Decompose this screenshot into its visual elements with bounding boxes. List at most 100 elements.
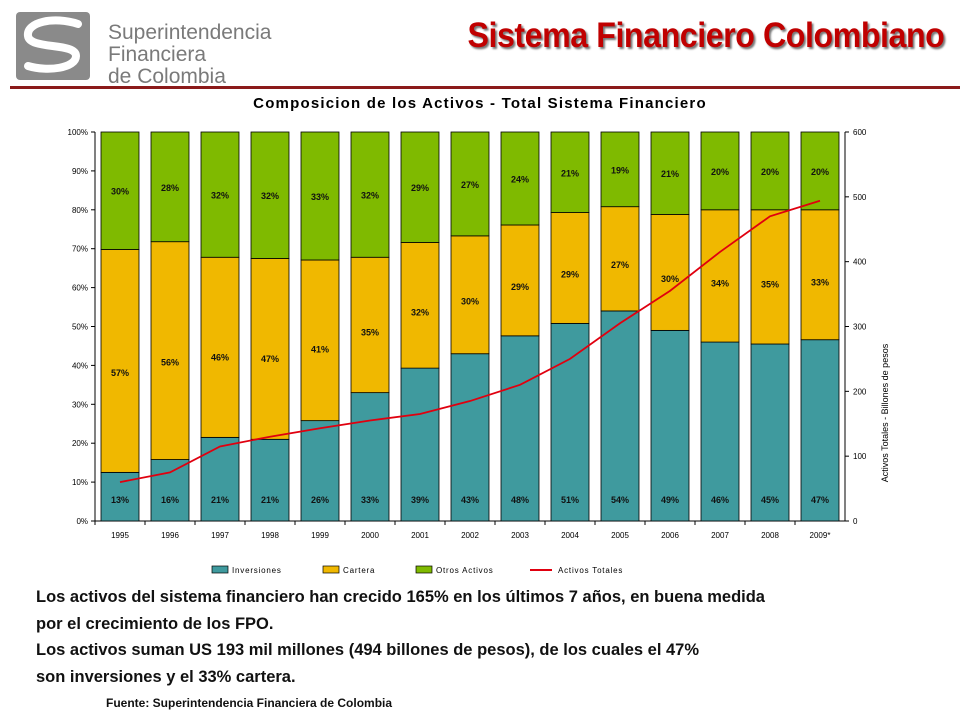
x-tick-label: 1995 [111,531,129,540]
bar-segment-cartera [550,212,590,324]
data-label: 30% [111,187,129,197]
bar-segment-otros-activos [700,131,740,211]
data-label: 32% [361,191,379,201]
right-tick-label: 500 [853,193,867,202]
data-label: 28% [161,183,179,193]
data-label: 29% [411,183,429,193]
data-label: 41% [311,344,329,354]
right-axis-label: Activos Totales - Billones de pesos [880,343,890,482]
left-tick-label: 50% [72,323,88,332]
data-label: 27% [461,180,479,190]
bar-segment-cartera [500,224,540,337]
bar-segment-otros-activos [250,131,290,259]
legend-label: Activos Totales [558,566,623,575]
title-divider [10,86,960,89]
bar-segment-cartera [150,241,190,460]
x-tick-label: 1999 [311,531,329,540]
bar-segment-otros-activos [150,131,190,243]
bar-segment-inversiones [200,436,240,522]
data-label: 29% [511,282,529,292]
bar-segment-inversiones [600,310,640,522]
stacked-bar-chart: Composicion de los Activos - Total Siste… [68,95,890,575]
data-label: 24% [511,174,529,184]
right-tick-label: 400 [853,258,867,267]
bar-segment-inversiones [550,322,590,522]
data-label: 20% [811,167,829,177]
bar-segment-cartera [250,258,290,440]
data-label: 32% [261,191,279,201]
x-tick-label: 2000 [361,531,379,540]
left-tick-label: 20% [72,439,88,448]
data-label: 27% [611,260,629,270]
bar-segment-otros-activos [750,131,790,211]
bar-segment-cartera [100,249,140,473]
bar-segment-inversiones [500,335,540,522]
x-tick-label: 2003 [511,531,529,540]
data-label: 30% [461,297,479,307]
bar-segment-cartera [350,256,390,394]
x-tick-label: 2001 [411,531,429,540]
right-tick-label: 600 [853,128,867,137]
legend-label: Inversiones [232,566,282,575]
left-tick-label: 60% [72,284,88,293]
bar-segment-otros-activos [500,131,540,226]
left-tick-label: 70% [72,245,88,254]
bar-segment-cartera [600,206,640,312]
right-tick-label: 200 [853,387,867,396]
x-tick-label: 2004 [561,531,579,540]
left-tick-label: 0% [76,517,88,526]
bar-segment-cartera [800,209,840,341]
body-text: Los activos del sistema financiero han c… [36,584,916,690]
x-tick-label: 1997 [211,531,229,540]
data-label: 34% [711,279,729,289]
bar-segment-otros-activos [550,131,590,213]
data-label: 49% [661,495,679,505]
left-tick-label: 40% [72,361,88,370]
left-tick-label: 100% [68,128,88,137]
data-label: 35% [761,280,779,290]
data-label: 35% [361,328,379,338]
x-tick-label: 2009* [810,531,831,540]
right-tick-label: 0 [853,517,858,526]
data-label: 16% [161,495,179,505]
data-label: 46% [211,352,229,362]
data-label: 43% [461,495,479,505]
bar-segment-cartera [750,209,790,345]
data-label: 19% [611,165,629,175]
bar-segment-otros-activos [450,131,490,237]
body-line-4: son inversiones y el 33% cartera. [36,667,296,686]
left-tick-label: 80% [72,206,88,215]
data-label: 33% [811,277,829,287]
bar-segment-cartera [450,235,490,355]
x-tick-label: 2008 [761,531,779,540]
x-tick-label: 2002 [461,531,479,540]
data-label: 56% [161,358,179,368]
data-label: 32% [211,191,229,201]
data-label: 21% [661,169,679,179]
left-tick-label: 30% [72,400,88,409]
data-label: 33% [311,192,329,202]
line-activos-totales [119,199,821,483]
data-label: 39% [411,495,429,505]
x-tick-label: 1998 [261,531,279,540]
legend-swatch [415,565,433,574]
body-line-2: por el crecimiento de los FPO. [36,614,274,633]
data-label: 21% [561,168,579,178]
bar-segment-otros-activos [200,131,240,258]
data-label: 20% [761,167,779,177]
legend-swatch [211,565,229,574]
bar-segment-inversiones [150,459,190,522]
data-label: 57% [111,368,129,378]
bar-segment-cartera [700,209,740,343]
bar-segment-inversiones [650,329,690,522]
body-line-1: Los activos del sistema financiero han c… [36,588,765,606]
bar-segment-otros-activos [600,131,640,208]
data-label: 47% [261,354,279,364]
bar-segment-cartera [650,214,690,331]
logo: Superintendencia Financiera de Colombia [14,10,274,88]
logo-line-1: Superintendencia [108,21,272,44]
bar-segment-otros-activos [350,131,390,258]
data-label: 20% [711,167,729,177]
body-line-3: Los activos suman US 193 mil millones (4… [36,641,700,659]
bar-segment-otros-activos [650,131,690,215]
